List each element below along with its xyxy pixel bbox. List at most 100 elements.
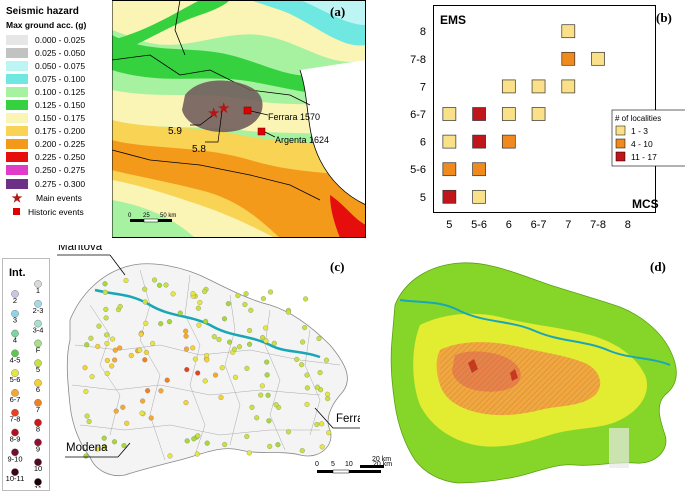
- intensity-legend-label: 6: [36, 385, 40, 394]
- scale-bar-d-black-2: [349, 470, 381, 473]
- intensity-comparison-chart: EMS MCS 5 5-6 6 6-7 7 7-8 8 5 5-6 6 6-7 7 7-8 8 # of …: [410, 5, 685, 231]
- intensity-point: [191, 436, 197, 442]
- intensity-legend-dot: [34, 438, 42, 447]
- hazard-range-label: 0.200 - 0.225: [35, 139, 86, 150]
- y-tick-label: 5: [420, 192, 426, 204]
- intensity-legend-label: 3-4: [33, 326, 44, 335]
- hazard-range-label: 0.250 - 0.275: [35, 165, 86, 176]
- intensity-points: [82, 277, 332, 459]
- hazard-range-label: 0.050 - 0.075: [35, 60, 86, 71]
- main-events-legend: ★ Main events: [6, 190, 112, 205]
- intensity-point: [184, 367, 190, 373]
- intensity-point: [323, 357, 330, 363]
- intensity-point: [190, 291, 196, 297]
- intensity-point: [137, 347, 143, 353]
- intensity-point: [143, 320, 149, 326]
- intensity-point: [303, 296, 309, 302]
- intensity-point: [304, 372, 310, 378]
- heatmap-cell: [501, 134, 516, 149]
- intensity-point: [194, 451, 200, 457]
- intensity-point: [304, 401, 310, 407]
- hazard-legend-row: 0.075 - 0.100: [6, 72, 112, 85]
- intensity-point: [120, 404, 126, 410]
- intensity-legend-dot: [11, 329, 19, 338]
- intensity-legend-dot: [34, 399, 42, 407]
- intensity-point: [145, 388, 151, 394]
- main-events-label: Main events: [36, 192, 82, 203]
- ferrara-leader-c: [314, 407, 334, 429]
- intensity-point: [95, 343, 101, 349]
- heatmap-cell: [531, 107, 546, 121]
- panel-d-label: (d): [650, 259, 666, 274]
- region-border-3: [174, 0, 186, 56]
- legend-swatch-4-10: [615, 138, 626, 149]
- intensity-point: [299, 448, 305, 454]
- intensity-point: [83, 388, 89, 395]
- intensity-legend-dot: [11, 369, 19, 377]
- intensity-point: [275, 442, 281, 448]
- historic-event-ferrara: [243, 106, 252, 115]
- mcs-axis-title: MCS: [632, 197, 659, 211]
- hazard-swatch: [6, 113, 28, 124]
- intensity-point: [325, 396, 331, 402]
- intensity-point: [211, 334, 217, 340]
- hazard-swatch: [6, 165, 28, 176]
- po-river-d: [399, 299, 671, 366]
- star-icon: ★: [11, 190, 23, 205]
- intensity-legend-label: 5-6: [10, 375, 21, 384]
- intensity-point: [104, 357, 110, 364]
- intensity-legend-dot: [11, 349, 19, 358]
- hazard-legend-title: Seismic hazard: [6, 6, 79, 17]
- panel-b-intensity-chart: EMS MCS 5 5-6 6 6-7 7 7-8 8 5 5-6 6 6-7 7 7-8 8 # of …: [388, 0, 685, 238]
- affected-area: [182, 80, 263, 133]
- adriatic-sea: [300, 60, 366, 205]
- heatmap-cell: [501, 107, 516, 121]
- hazard-legend: Seismic hazard Max ground acc. (g) 0.000…: [0, 0, 112, 238]
- hazard-swatch: [6, 34, 28, 45]
- legend-label-1-3: 1 - 3: [631, 126, 648, 136]
- scale-bar-d-label-5: 5: [331, 461, 335, 468]
- hazard-map-svg: ★ ★ Ferrara 1570 Argenta 1624 5.9 5.8 0 …: [111, 0, 366, 238]
- intensity-point: [285, 309, 291, 315]
- intensity-legend-label: 8: [36, 425, 40, 434]
- intensity-point: [259, 383, 265, 389]
- intensity-point: [183, 346, 190, 352]
- intensity-point: [104, 340, 110, 347]
- po-river: [94, 288, 321, 359]
- intensity-legend-dot: [11, 428, 19, 437]
- intensity-point: [156, 282, 163, 288]
- intensity-point: [158, 321, 164, 327]
- hazard-range-label: 0.175 - 0.200: [35, 126, 86, 137]
- intensity-point: [192, 356, 198, 362]
- intensity-point: [83, 453, 89, 459]
- intensity-legend-label: 9-10: [7, 454, 22, 463]
- heatmap-cell: [561, 24, 576, 39]
- intensity-point: [96, 323, 102, 329]
- hazard-swatch: [6, 126, 28, 137]
- intensity-point: [184, 438, 190, 444]
- hazard-swatch: [6, 152, 28, 163]
- intensity-point: [151, 277, 158, 283]
- panel-a-hazard-map: ★ ★ Ferrara 1570 Argenta 1624 5.9 5.8 0 …: [0, 0, 366, 238]
- heatmap-cell: [442, 162, 457, 177]
- intensity-point: [218, 394, 224, 400]
- intensity-legend-dot: [34, 379, 42, 387]
- y-tick-label: 6: [420, 137, 426, 149]
- intensity-point: [196, 322, 202, 328]
- magnitude-5-9-label: 5.9: [168, 126, 182, 137]
- intensity-point: [202, 288, 208, 295]
- chart-b-legend: # of localities 1 - 3 4 - 10 11 - 17: [611, 109, 685, 167]
- intensity-point: [164, 377, 170, 383]
- intensity-point: [142, 286, 148, 292]
- intensity-point: [104, 370, 110, 377]
- intensity-point: [139, 410, 145, 416]
- intensity-legend-label: 4-5: [10, 355, 21, 364]
- intensity-point: [271, 340, 277, 346]
- intensity-point: [102, 281, 108, 287]
- intensity-legend-label: 3: [13, 316, 17, 325]
- intensity-point: [167, 453, 173, 459]
- argenta-label: Argenta 1624: [275, 135, 329, 145]
- map-a-frame: [111, 0, 366, 238]
- city-modena: Modena: [66, 442, 108, 454]
- intensity-point: [267, 289, 274, 295]
